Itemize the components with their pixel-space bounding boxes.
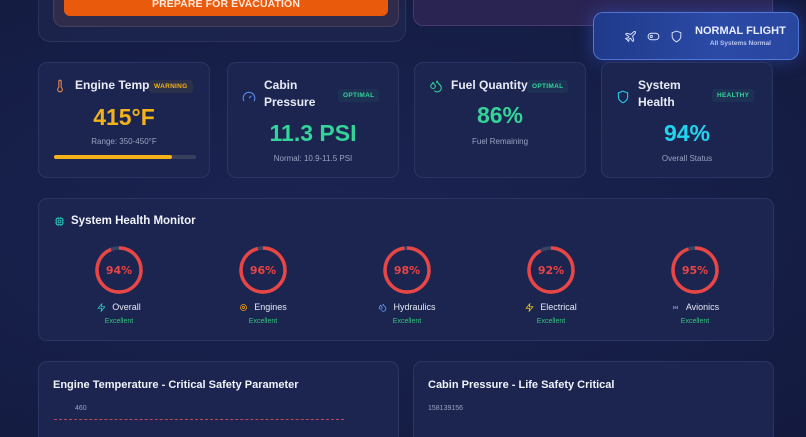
cabin-pressure-title-1: Cabin	[264, 78, 298, 92]
cabin-pressure-normal: Normal: 10.9-11.5 PSI	[273, 154, 353, 163]
fuel-remaining-label: Fuel Remaining	[471, 137, 529, 146]
fuel-quantity-card: Fuel Quantity OPTIMAL 86% Fuel Remaining	[414, 62, 586, 178]
gauge-value: 94%	[105, 263, 133, 277]
gauge-avionics: 95% Avionics Excellent	[645, 245, 745, 325]
gauge-status: Excellent	[248, 318, 278, 325]
system-health-title-1: System	[638, 78, 681, 92]
radio-icon	[672, 305, 678, 309]
flight-status-title: NORMAL FLIGHT	[695, 25, 786, 37]
warning-badge: WARNING	[149, 80, 193, 93]
overall-status-label: Overall Status	[661, 154, 713, 163]
gauge-label: Hydraulics	[393, 302, 436, 312]
y-axis-tick: 460	[75, 405, 87, 412]
cabin-pressure-value: 11.3 PSI	[269, 120, 357, 146]
gauge-label: Engines	[254, 302, 287, 312]
engine-chart-title: Engine Temperature - Critical Safety Par…	[53, 379, 299, 391]
engine-temp-card: Engine Temp WARNING 415°F Range: 350-450…	[38, 62, 210, 178]
gauge-status: Excellent	[536, 318, 566, 325]
healthy-badge: HEALTHY	[712, 89, 755, 102]
engine-temp-chart: Engine Temperature - Critical Safety Par…	[38, 361, 399, 437]
gauge-value: 98%	[393, 263, 421, 277]
cabin-pressure-chart: Cabin Pressure - Life Safety Critical 15…	[413, 361, 774, 437]
engine-temp-progress	[54, 155, 196, 159]
optimal-badge: OPTIMAL	[527, 80, 569, 93]
plane-icon	[624, 30, 636, 42]
gauge-engines: 96% Engines Excellent	[213, 245, 313, 325]
gauge-status: Excellent	[392, 318, 422, 325]
fuel-quantity-title: Fuel Quantity	[451, 78, 528, 92]
system-health-monitor: System Health Monitor 94% Overall Excell…	[38, 198, 774, 341]
gauge-label: Electrical	[540, 302, 577, 312]
cabin-chart-title: Cabin Pressure - Life Safety Critical	[428, 379, 615, 391]
engine-temp-value: 415°F	[93, 104, 155, 130]
y-axis-tick: 158139156	[428, 405, 464, 412]
gauge-icon	[242, 91, 256, 102]
gauge-electrical: 92% Electrical Excellent	[501, 245, 601, 325]
gauge-value: 95%	[681, 263, 709, 277]
gauge-label: Avionics	[685, 302, 720, 312]
system-health-title-2: Health	[638, 95, 675, 109]
thermometer-icon	[57, 79, 63, 92]
health-monitor-title: System Health Monitor	[71, 215, 196, 227]
flight-status-badge: NORMAL FLIGHT All Systems Normal	[593, 12, 799, 60]
flight-status-subtitle: All Systems Normal	[709, 40, 771, 47]
threshold-line	[54, 419, 344, 420]
prepare-evacuation-button[interactable]: PREPARE FOR EVACUATION	[64, 0, 388, 16]
shield-icon	[671, 30, 682, 42]
shield-icon	[617, 90, 629, 104]
system-health-card: System Health HEALTHY 94% Overall Status	[601, 62, 773, 178]
droplets-icon	[430, 80, 442, 92]
cabin-pressure-title-2: Pressure	[264, 95, 316, 109]
cog-icon	[240, 303, 248, 311]
gauge-hydraulics: 98% Hydraulics Excellent	[357, 245, 457, 325]
optimal-badge: OPTIMAL	[338, 89, 380, 102]
fuel-quantity-value: 86%	[476, 102, 524, 128]
toggle-icon	[647, 32, 660, 40]
activity-icon	[97, 302, 106, 312]
cpu-icon	[54, 216, 65, 226]
droplets-icon	[379, 303, 387, 312]
engine-temp-range: Range: 350-450°F	[91, 137, 157, 146]
cabin-pressure-card: Cabin Pressure OPTIMAL 11.3 PSI Normal: 1…	[227, 62, 399, 178]
gauge-status: Excellent	[680, 318, 710, 325]
gauge-label: Overall	[112, 302, 141, 312]
system-health-value: 94%	[663, 120, 711, 146]
engine-temp-title: Engine Temp	[75, 78, 150, 92]
gauge-value: 92%	[537, 263, 565, 277]
gauge-overall: 94% Overall Excellent	[69, 245, 169, 325]
gauge-value: 96%	[249, 263, 277, 277]
gauge-status: Excellent	[104, 318, 134, 325]
zap-icon	[525, 302, 534, 312]
